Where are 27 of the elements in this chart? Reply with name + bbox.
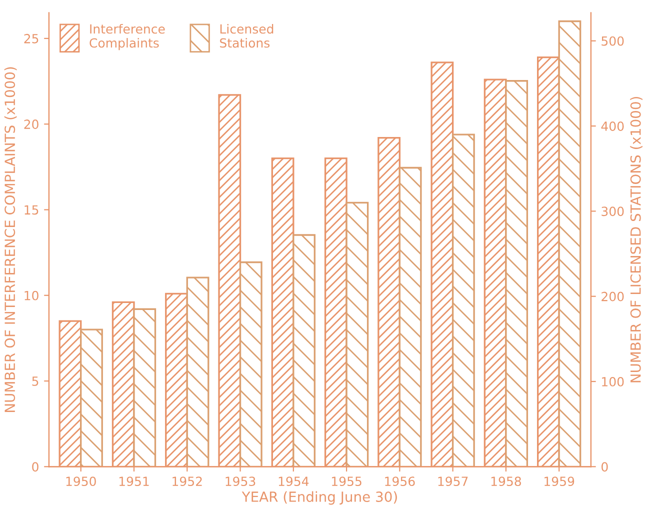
x-tick-label: 1959: [544, 476, 574, 486]
x-tick-label: 1954: [278, 476, 309, 486]
x-tick-label: 1951: [119, 476, 149, 486]
y-tick-label: 15: [24, 205, 38, 215]
y2-tick-label: 300: [602, 206, 624, 216]
x-tick-label: 1950: [66, 476, 96, 486]
y2-tick-label: 400: [601, 121, 624, 131]
y-tick-label: 20: [24, 120, 38, 130]
y-tick-label: 10: [24, 290, 38, 300]
x-tick-label: 1958: [491, 476, 521, 486]
y2-tick-label: 200: [602, 292, 624, 302]
y2-tick-label: 100: [602, 376, 624, 386]
y2-axis-title: NUMBER OF LICENSED STATIONS (x1000): [630, 96, 642, 382]
y-tick-label: 0: [32, 462, 38, 472]
y-tick-label: 25: [24, 34, 38, 44]
y2-tick-label: 0: [602, 462, 608, 472]
x-tick-label: 1956: [385, 476, 415, 486]
legend-label: Interference Complaints: [90, 24, 165, 50]
y2-tick-label: 500: [602, 36, 624, 46]
x-tick-label: 1952: [172, 476, 202, 486]
y-axis-title: NUMBER OF INTERFERENCE COMPLAINTS (x1000): [4, 67, 17, 412]
y-tick-label: 5: [32, 376, 38, 386]
x-axis-title: YEAR (Ending June 30): [242, 491, 397, 505]
legend-label: Licensed Stations: [220, 24, 274, 48]
x-tick-label: 1957: [438, 476, 468, 486]
x-tick-label: 1955: [332, 476, 362, 486]
x-tick-label: 1953: [226, 476, 256, 486]
